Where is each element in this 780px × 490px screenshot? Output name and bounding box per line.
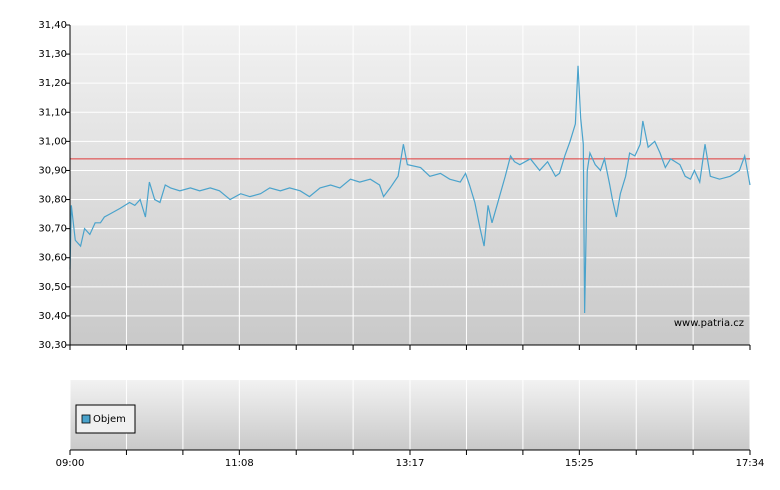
- x-tick-label: 17:34: [736, 458, 765, 469]
- x-tick-label: 15:25: [565, 458, 594, 469]
- y-tick-label: 30,80: [38, 195, 67, 206]
- y-tick-label: 30,30: [38, 340, 67, 351]
- legend-swatch: [81, 414, 91, 424]
- watermark: www.patria.cz: [674, 318, 744, 329]
- y-tick-label: 30,40: [38, 311, 67, 322]
- legend-label: Objem: [93, 414, 126, 425]
- y-tick-label: 30,70: [38, 224, 67, 235]
- y-tick-label: 30,50: [38, 282, 67, 293]
- y-tick-label: 31,40: [38, 20, 67, 31]
- y-tick-label: 31,00: [38, 136, 67, 147]
- y-tick-label: 31,20: [38, 78, 67, 89]
- y-tick-label: 30,60: [38, 253, 67, 264]
- y-tick-label: 30,90: [38, 165, 67, 176]
- x-tick-label: 13:17: [396, 458, 425, 469]
- y-tick-label: 31,30: [38, 49, 67, 60]
- x-tick-label: 11:08: [225, 458, 254, 469]
- price-line: [69, 65, 751, 314]
- x-tick-label: 09:00: [56, 458, 85, 469]
- y-tick-label: 31,10: [38, 107, 67, 118]
- legend: Objem: [75, 404, 136, 434]
